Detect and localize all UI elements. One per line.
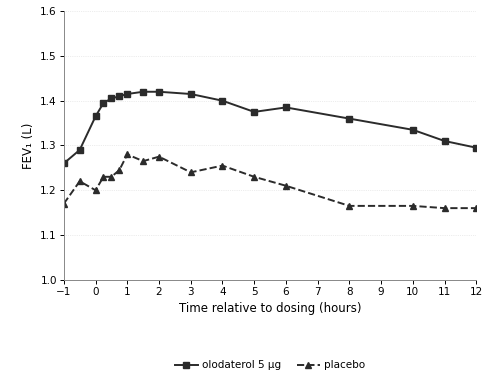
placebo [251, 175, 257, 179]
placebo [101, 175, 107, 179]
olodaterol 5 μg [156, 90, 162, 94]
placebo [116, 168, 122, 172]
Line: olodaterol 5 μg: olodaterol 5 μg [61, 89, 479, 166]
placebo [93, 188, 99, 192]
placebo [441, 206, 447, 210]
olodaterol 5 μg [347, 116, 353, 121]
olodaterol 5 μg [188, 92, 193, 96]
olodaterol 5 μg [101, 101, 107, 105]
olodaterol 5 μg [410, 128, 416, 132]
olodaterol 5 μg [116, 94, 122, 98]
olodaterol 5 μg [140, 90, 146, 94]
olodaterol 5 μg [283, 105, 289, 110]
Line: placebo: placebo [61, 151, 479, 211]
placebo [77, 179, 82, 184]
olodaterol 5 μg [473, 145, 479, 150]
placebo [140, 159, 146, 163]
olodaterol 5 μg [93, 114, 99, 119]
placebo [410, 204, 416, 208]
olodaterol 5 μg [219, 98, 225, 103]
olodaterol 5 μg [61, 161, 67, 166]
olodaterol 5 μg [441, 139, 447, 143]
placebo [61, 201, 67, 206]
placebo [188, 170, 193, 175]
placebo [124, 152, 130, 157]
olodaterol 5 μg [77, 148, 82, 152]
X-axis label: Time relative to dosing (hours): Time relative to dosing (hours) [179, 302, 361, 315]
olodaterol 5 μg [124, 92, 130, 96]
placebo [347, 204, 353, 208]
olodaterol 5 μg [251, 110, 257, 114]
placebo [473, 206, 479, 210]
Y-axis label: FEV₁ (L): FEV₁ (L) [22, 122, 35, 169]
Legend: olodaterol 5 μg, placebo: olodaterol 5 μg, placebo [175, 360, 365, 370]
olodaterol 5 μg [109, 96, 114, 101]
placebo [109, 175, 114, 179]
placebo [219, 163, 225, 168]
placebo [283, 184, 289, 188]
placebo [156, 154, 162, 159]
